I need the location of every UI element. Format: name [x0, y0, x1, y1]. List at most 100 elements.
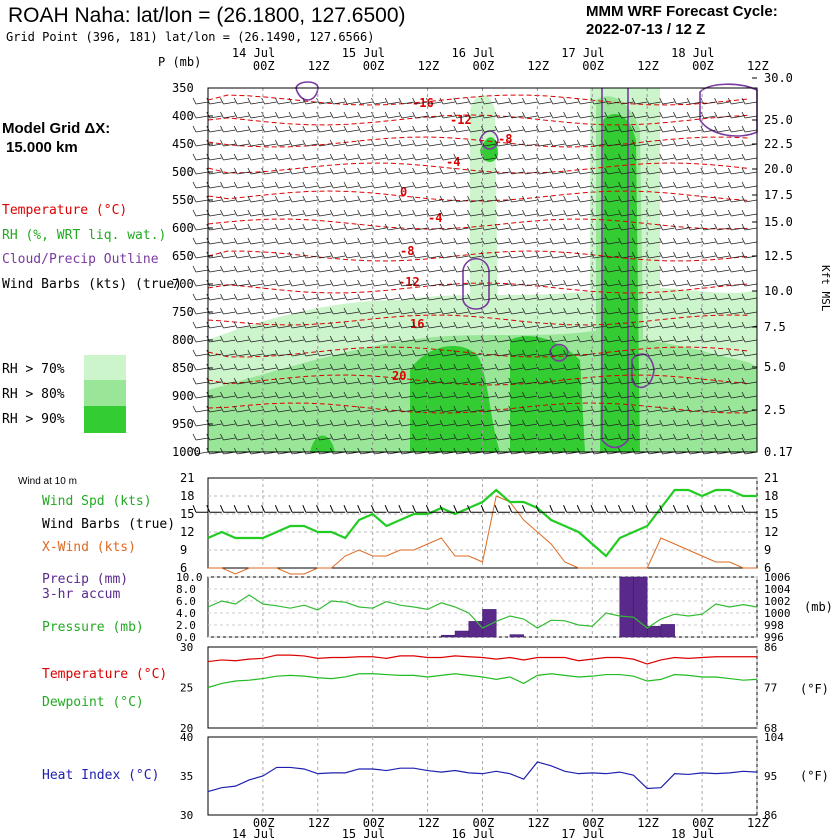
pressure-axis-label: P (mb)	[158, 55, 201, 69]
wind-barb	[425, 251, 442, 259]
wind-barb	[631, 363, 648, 371]
surface-wind-barb	[659, 505, 675, 513]
wind-barb	[274, 111, 291, 119]
wind-barb	[618, 153, 634, 161]
wind-barb	[508, 111, 524, 119]
cloud-outline-4	[295, 81, 319, 101]
wind-barb	[535, 279, 552, 287]
wind-barb	[453, 139, 469, 147]
surface-wind-barb	[288, 505, 305, 513]
wind-barb	[618, 321, 634, 329]
hi-tick-left: 35	[180, 770, 193, 783]
wind-barb	[549, 293, 565, 301]
wind-barb	[659, 167, 675, 175]
wind-barb	[288, 293, 305, 301]
wind-barb	[604, 153, 620, 161]
wind-barb	[329, 237, 346, 245]
wind-barb	[453, 307, 469, 315]
isotherm-6	[207, 250, 749, 262]
wind-barb	[302, 139, 318, 147]
wind-barb	[494, 419, 511, 427]
surface-wind-barb	[686, 505, 703, 513]
wind-barb	[686, 391, 703, 399]
wind-barb	[261, 377, 277, 385]
wind-barb	[384, 293, 401, 301]
pressure-tick-label: 350	[172, 81, 194, 95]
wind-barb	[220, 167, 236, 175]
wind-barb	[233, 363, 250, 371]
wind-barb	[384, 237, 401, 245]
wind-barb	[302, 125, 318, 133]
wind-barb	[522, 307, 538, 315]
wind-barb	[522, 377, 538, 385]
forecast-cycle-label: MMM WRF Forecast Cycle:	[586, 3, 778, 20]
wind-barb	[522, 265, 538, 273]
surface-wind-barb	[398, 505, 414, 513]
wind-barb	[508, 195, 524, 203]
wind-barb	[535, 251, 552, 259]
wind-barb	[398, 419, 414, 427]
surface-wind-barb	[219, 505, 236, 513]
pressure-tick-label: 1000	[172, 445, 201, 459]
wind-barb	[604, 363, 620, 371]
wind-barb	[288, 419, 305, 427]
wind-barb	[604, 377, 620, 385]
wind-barb	[508, 293, 524, 301]
wind-barb	[288, 349, 305, 357]
wind-barb	[316, 293, 332, 301]
isotherm-10	[207, 374, 749, 386]
wind-barb	[247, 195, 263, 203]
wind-barb	[247, 363, 263, 371]
wind-barb	[316, 125, 332, 133]
wind-barb	[727, 321, 744, 329]
wind-barb	[535, 293, 552, 301]
wind-barb	[274, 209, 291, 217]
wind-barb	[535, 335, 552, 343]
wind-barb	[686, 251, 703, 259]
wind-barb	[302, 223, 318, 231]
wind-barb	[522, 125, 538, 133]
wind-barb	[274, 335, 291, 343]
wind-barb	[453, 265, 469, 273]
wind-barb	[576, 181, 593, 189]
wind-barb	[439, 349, 456, 357]
wind-barb	[261, 139, 277, 147]
wind-barb	[714, 335, 730, 343]
pressure-unit-label: (mb)	[804, 600, 833, 614]
wind-barb	[522, 349, 538, 357]
legend-rh90-swatch	[84, 406, 126, 433]
wind-barb	[494, 209, 511, 217]
wind-barb	[480, 335, 497, 343]
wind-tick-left: 18	[180, 489, 194, 503]
temp-contour-label: 0	[400, 185, 407, 199]
wind-barb	[700, 335, 716, 343]
wind-barb	[563, 139, 579, 147]
wind-barb	[247, 321, 263, 329]
wind-barb	[576, 419, 593, 427]
wind-barb	[261, 307, 277, 315]
grid-point-subtitle: Grid Point (396, 181) lat/lon = (26.1490…	[6, 30, 375, 44]
wind-barb	[288, 181, 305, 189]
wind-barb	[576, 293, 593, 301]
wind-barb	[357, 111, 373, 119]
wind-barb	[439, 223, 456, 231]
wind-barb	[686, 97, 703, 105]
wind-barb	[604, 265, 620, 273]
pressure-tick-right: 998	[764, 619, 784, 632]
wind-barb	[233, 139, 250, 147]
wind-barb	[247, 349, 263, 357]
wind-barb	[302, 97, 318, 105]
wind-barb	[535, 97, 552, 105]
wind-barb	[357, 167, 373, 175]
wind-barb	[233, 419, 250, 427]
wind-barb	[288, 237, 305, 245]
wind-tick-right: 6	[764, 561, 771, 575]
wind-barb	[467, 97, 483, 105]
wind-barb	[563, 293, 579, 301]
wind-barb	[508, 349, 524, 357]
wind-barb	[206, 209, 222, 217]
wind-barb	[439, 97, 456, 105]
wind-barb	[329, 111, 346, 119]
hi-tick-left: 40	[180, 731, 193, 744]
surface-wind-barb	[494, 505, 510, 513]
